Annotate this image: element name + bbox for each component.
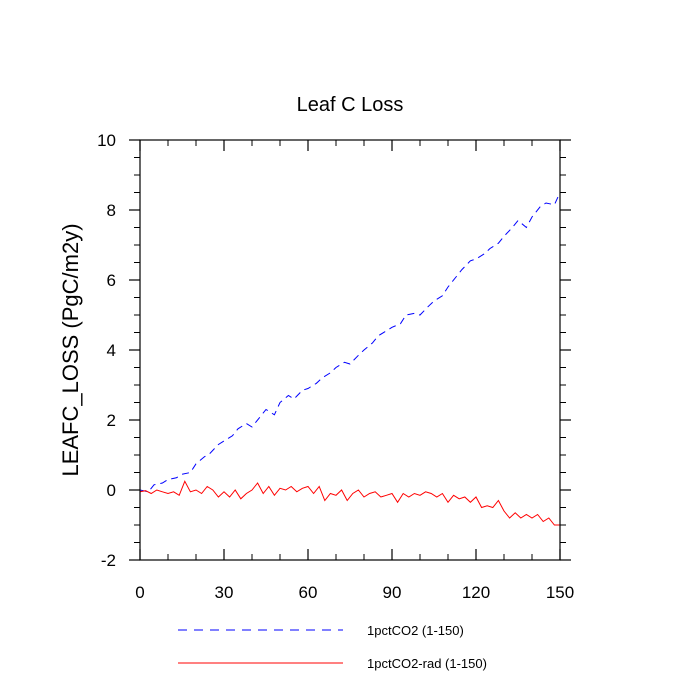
series-layer — [139, 192, 561, 526]
axis-ticks: 0 30 60 90 120 150 -2 0 2 4 6 8 10 — [97, 131, 574, 602]
legend-label: 1pctCO2 (1-150) — [367, 623, 464, 638]
legend: 1pctCO2 (1-150) 1pctCO2-rad (1-150) — [178, 623, 487, 671]
y-tick-label: -2 — [101, 551, 116, 570]
x-tick-label: 150 — [546, 583, 574, 602]
x-tick-label: 0 — [135, 583, 144, 602]
x-tick-label: 90 — [383, 583, 402, 602]
x-tick-label: 120 — [462, 583, 490, 602]
y-axis-label: LEAFC_LOSS (PgC/m2y) — [58, 223, 83, 476]
series-line-2 — [139, 480, 560, 526]
y-tick-label: 8 — [107, 201, 116, 220]
x-tick-label: 30 — [215, 583, 234, 602]
chart-title: Leaf C Loss — [297, 94, 404, 116]
y-tick-label: 0 — [107, 481, 116, 500]
series-line-1 — [139, 192, 561, 493]
y-tick-label: 10 — [97, 131, 116, 150]
legend-label: 1pctCO2-rad (1-150) — [367, 656, 487, 671]
plot-frame — [139, 139, 561, 561]
x-tick-label: 60 — [299, 583, 318, 602]
y-tick-label: 6 — [107, 271, 116, 290]
y-tick-label: 4 — [107, 341, 116, 360]
y-tick-label: 2 — [107, 411, 116, 430]
